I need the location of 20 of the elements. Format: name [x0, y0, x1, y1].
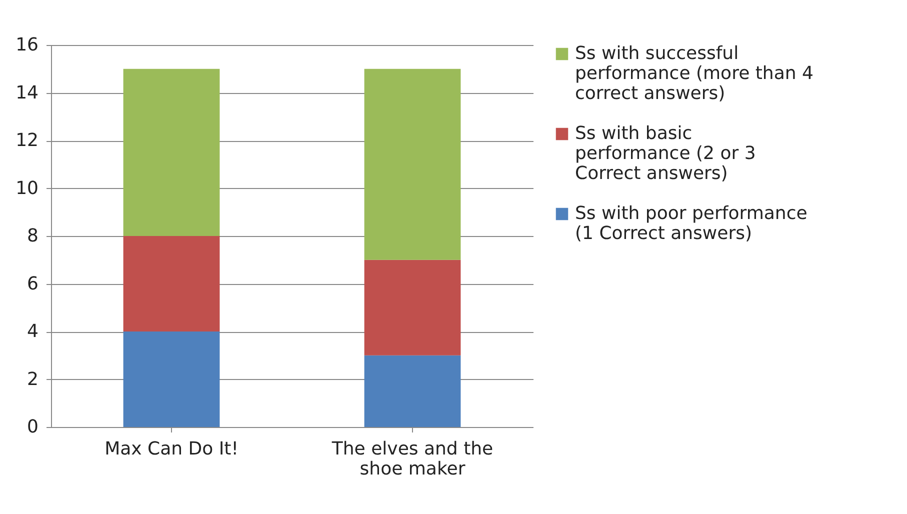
y-tick-label: 12: [16, 130, 38, 151]
bar: [123, 68, 220, 236]
bar: [123, 332, 220, 427]
y-tick-label: 8: [27, 226, 38, 246]
bar: [364, 355, 461, 427]
y-tick-label: 4: [27, 321, 38, 342]
bar: [364, 68, 461, 260]
legend-label: Ss with poor performance (1 Correct answers): [575, 203, 808, 244]
bar: [364, 260, 461, 356]
legend-label: Ss with basic performance (2 or 3 Correct answers): [575, 123, 756, 184]
x-tick-label: The elves and the shoe maker: [330, 438, 494, 480]
y-tick-label: 6: [27, 273, 38, 294]
x-tick-label: Max Can Do It!: [104, 438, 238, 460]
y-tick-label: 2: [27, 368, 38, 390]
y-tick-label: 16: [16, 34, 38, 56]
y-tick-label: 0: [27, 416, 38, 438]
y-tick-label: 10: [16, 178, 38, 199]
legend-label: Ss with successful performance (more than 4 correct answers): [575, 43, 814, 104]
y-tick-label: 14: [16, 82, 38, 104]
bar: [123, 236, 220, 332]
